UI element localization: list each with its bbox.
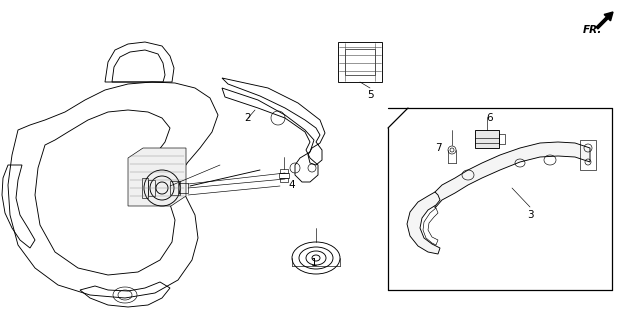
Text: 5: 5 (367, 90, 373, 100)
Text: 6: 6 (486, 113, 493, 123)
Text: 4: 4 (289, 180, 295, 190)
Polygon shape (475, 130, 499, 148)
Text: 3: 3 (527, 210, 533, 220)
Polygon shape (407, 192, 440, 254)
Text: 2: 2 (244, 113, 252, 123)
Polygon shape (128, 148, 186, 206)
Text: 1: 1 (310, 258, 317, 268)
Polygon shape (435, 142, 590, 208)
Text: FR.: FR. (583, 25, 602, 35)
FancyArrow shape (596, 12, 613, 29)
Text: 7: 7 (435, 143, 442, 153)
